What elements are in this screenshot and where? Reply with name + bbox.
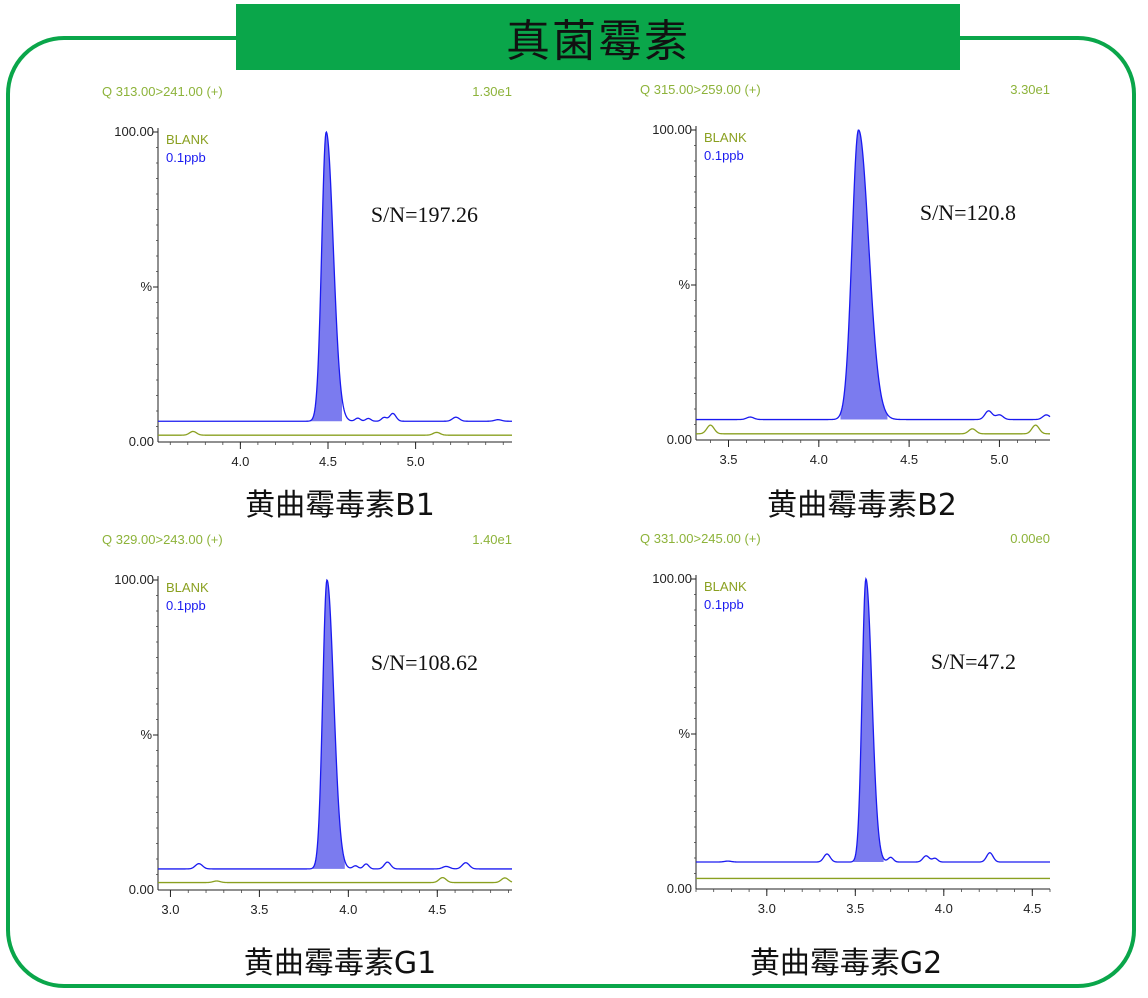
caption-g2: 黄曲霉毒素G2 — [749, 946, 943, 981]
x-tick-label: 4.0 — [810, 452, 828, 467]
x-tick-label: 4.5 — [428, 902, 446, 917]
chromatogram-b2: Q 315.00>259.00 (+) 3.30e1 100.00 0.00% 3.5 4… — [640, 82, 1051, 467]
y-axis-label: % — [140, 727, 152, 742]
x-tick-label: 3.0 — [758, 901, 776, 916]
y-tick-label: 0.00 — [667, 432, 692, 447]
x-tick-label: 5.0 — [990, 452, 1008, 467]
x-tick-label: 4.0 — [935, 901, 953, 916]
x-tick-label: 3.5 — [250, 902, 268, 917]
legend-blank: BLANK — [704, 579, 747, 594]
y-tick-label: 0.00 — [667, 881, 692, 896]
legend-sample: 0.1ppb — [166, 150, 206, 165]
x-tick-label: 4.0 — [231, 454, 249, 469]
y-tick-label: 0.00 — [129, 882, 154, 897]
transition-label: Q 329.00>243.00 (+) — [102, 532, 223, 547]
intensity-label: 1.40e1 — [472, 532, 512, 547]
legend-sample: 0.1ppb — [704, 597, 744, 612]
intensity-label: 3.30e1 — [1010, 82, 1050, 97]
peak-area — [853, 579, 884, 863]
series-blank-line — [158, 876, 513, 884]
y-axis-label: % — [678, 726, 690, 741]
sn-annotation: S/N=108.62 — [371, 650, 478, 675]
peak-area — [310, 132, 343, 422]
series-blank-line — [695, 424, 1051, 435]
peak-area — [312, 580, 345, 869]
y-tick-label: 100.00 — [652, 122, 692, 137]
series-sample-line — [158, 578, 512, 870]
x-tick-label: 4.0 — [339, 902, 357, 917]
series-sample-line — [696, 577, 1050, 863]
title-banner: 真菌霉素 — [236, 4, 960, 70]
transition-label: Q 315.00>259.00 (+) — [640, 82, 761, 97]
transition-label: Q 313.00>241.00 (+) — [102, 84, 223, 99]
chromatogram-g2: Q 331.00>245.00 (+) 0.00e0 100.00 0.00% 3.0 3… — [640, 531, 1051, 916]
x-tick-label: 3.5 — [846, 901, 864, 916]
x-tick-label: 4.5 — [1023, 901, 1041, 916]
chromatogram-panel-g1: Q 329.00>243.00 (+) 1.40e1 100.00 0.00% 3.0 3… — [96, 530, 526, 920]
caption-g1: 黄曲霉毒素G1 — [243, 946, 437, 981]
legend-sample: 0.1ppb — [166, 598, 206, 613]
series-blank-line — [158, 430, 512, 436]
sn-annotation: S/N=120.8 — [920, 200, 1016, 225]
chromatogram-panel-b2: Q 315.00>259.00 (+) 3.30e1 100.00 0.00% 3.5 4… — [634, 80, 1064, 470]
legend-sample: 0.1ppb — [704, 148, 744, 163]
y-axis-label: % — [678, 277, 690, 292]
legend-blank: BLANK — [166, 580, 209, 595]
x-tick-label: 4.5 — [319, 454, 337, 469]
legend-blank: BLANK — [704, 130, 747, 145]
series-sample-line — [696, 129, 1051, 421]
x-tick-label: 5.0 — [407, 454, 425, 469]
y-axis-label: % — [140, 279, 152, 294]
series-sample-line — [158, 130, 512, 422]
caption-b1: 黄曲霉毒素B1 — [245, 488, 435, 523]
sn-annotation: S/N=47.2 — [931, 649, 1016, 674]
chromatogram-b1: Q 313.00>241.00 (+) 1.30e1 100.00 0.00% 4.0 4… — [102, 84, 512, 469]
sn-annotation: S/N=197.26 — [371, 202, 478, 227]
intensity-label: 1.30e1 — [472, 84, 512, 99]
peak-area — [840, 130, 888, 420]
intensity-label: 0.00e0 — [1010, 531, 1050, 546]
x-tick-label: 4.5 — [900, 452, 918, 467]
y-tick-label: 0.00 — [129, 434, 154, 449]
transition-label: Q 331.00>245.00 (+) — [640, 531, 761, 546]
chromatogram-panel-b1: Q 313.00>241.00 (+) 1.30e1 100.00 0.00% 4.0 4… — [96, 82, 526, 472]
x-tick-label: 3.0 — [161, 902, 179, 917]
y-tick-label: 100.00 — [652, 571, 692, 586]
page-title: 真菌霉素 — [506, 16, 690, 67]
caption-b2: 黄曲霉毒素B2 — [767, 488, 957, 523]
y-tick-label: 100.00 — [114, 572, 154, 587]
y-tick-label: 100.00 — [114, 124, 154, 139]
x-tick-label: 3.5 — [719, 452, 737, 467]
chromatogram-panel-g2: Q 331.00>245.00 (+) 0.00e0 100.00 0.00% 3.0 3… — [634, 529, 1064, 919]
chromatogram-g1: Q 329.00>243.00 (+) 1.40e1 100.00 0.00% 3.0 3… — [102, 532, 513, 917]
legend-blank: BLANK — [166, 132, 209, 147]
